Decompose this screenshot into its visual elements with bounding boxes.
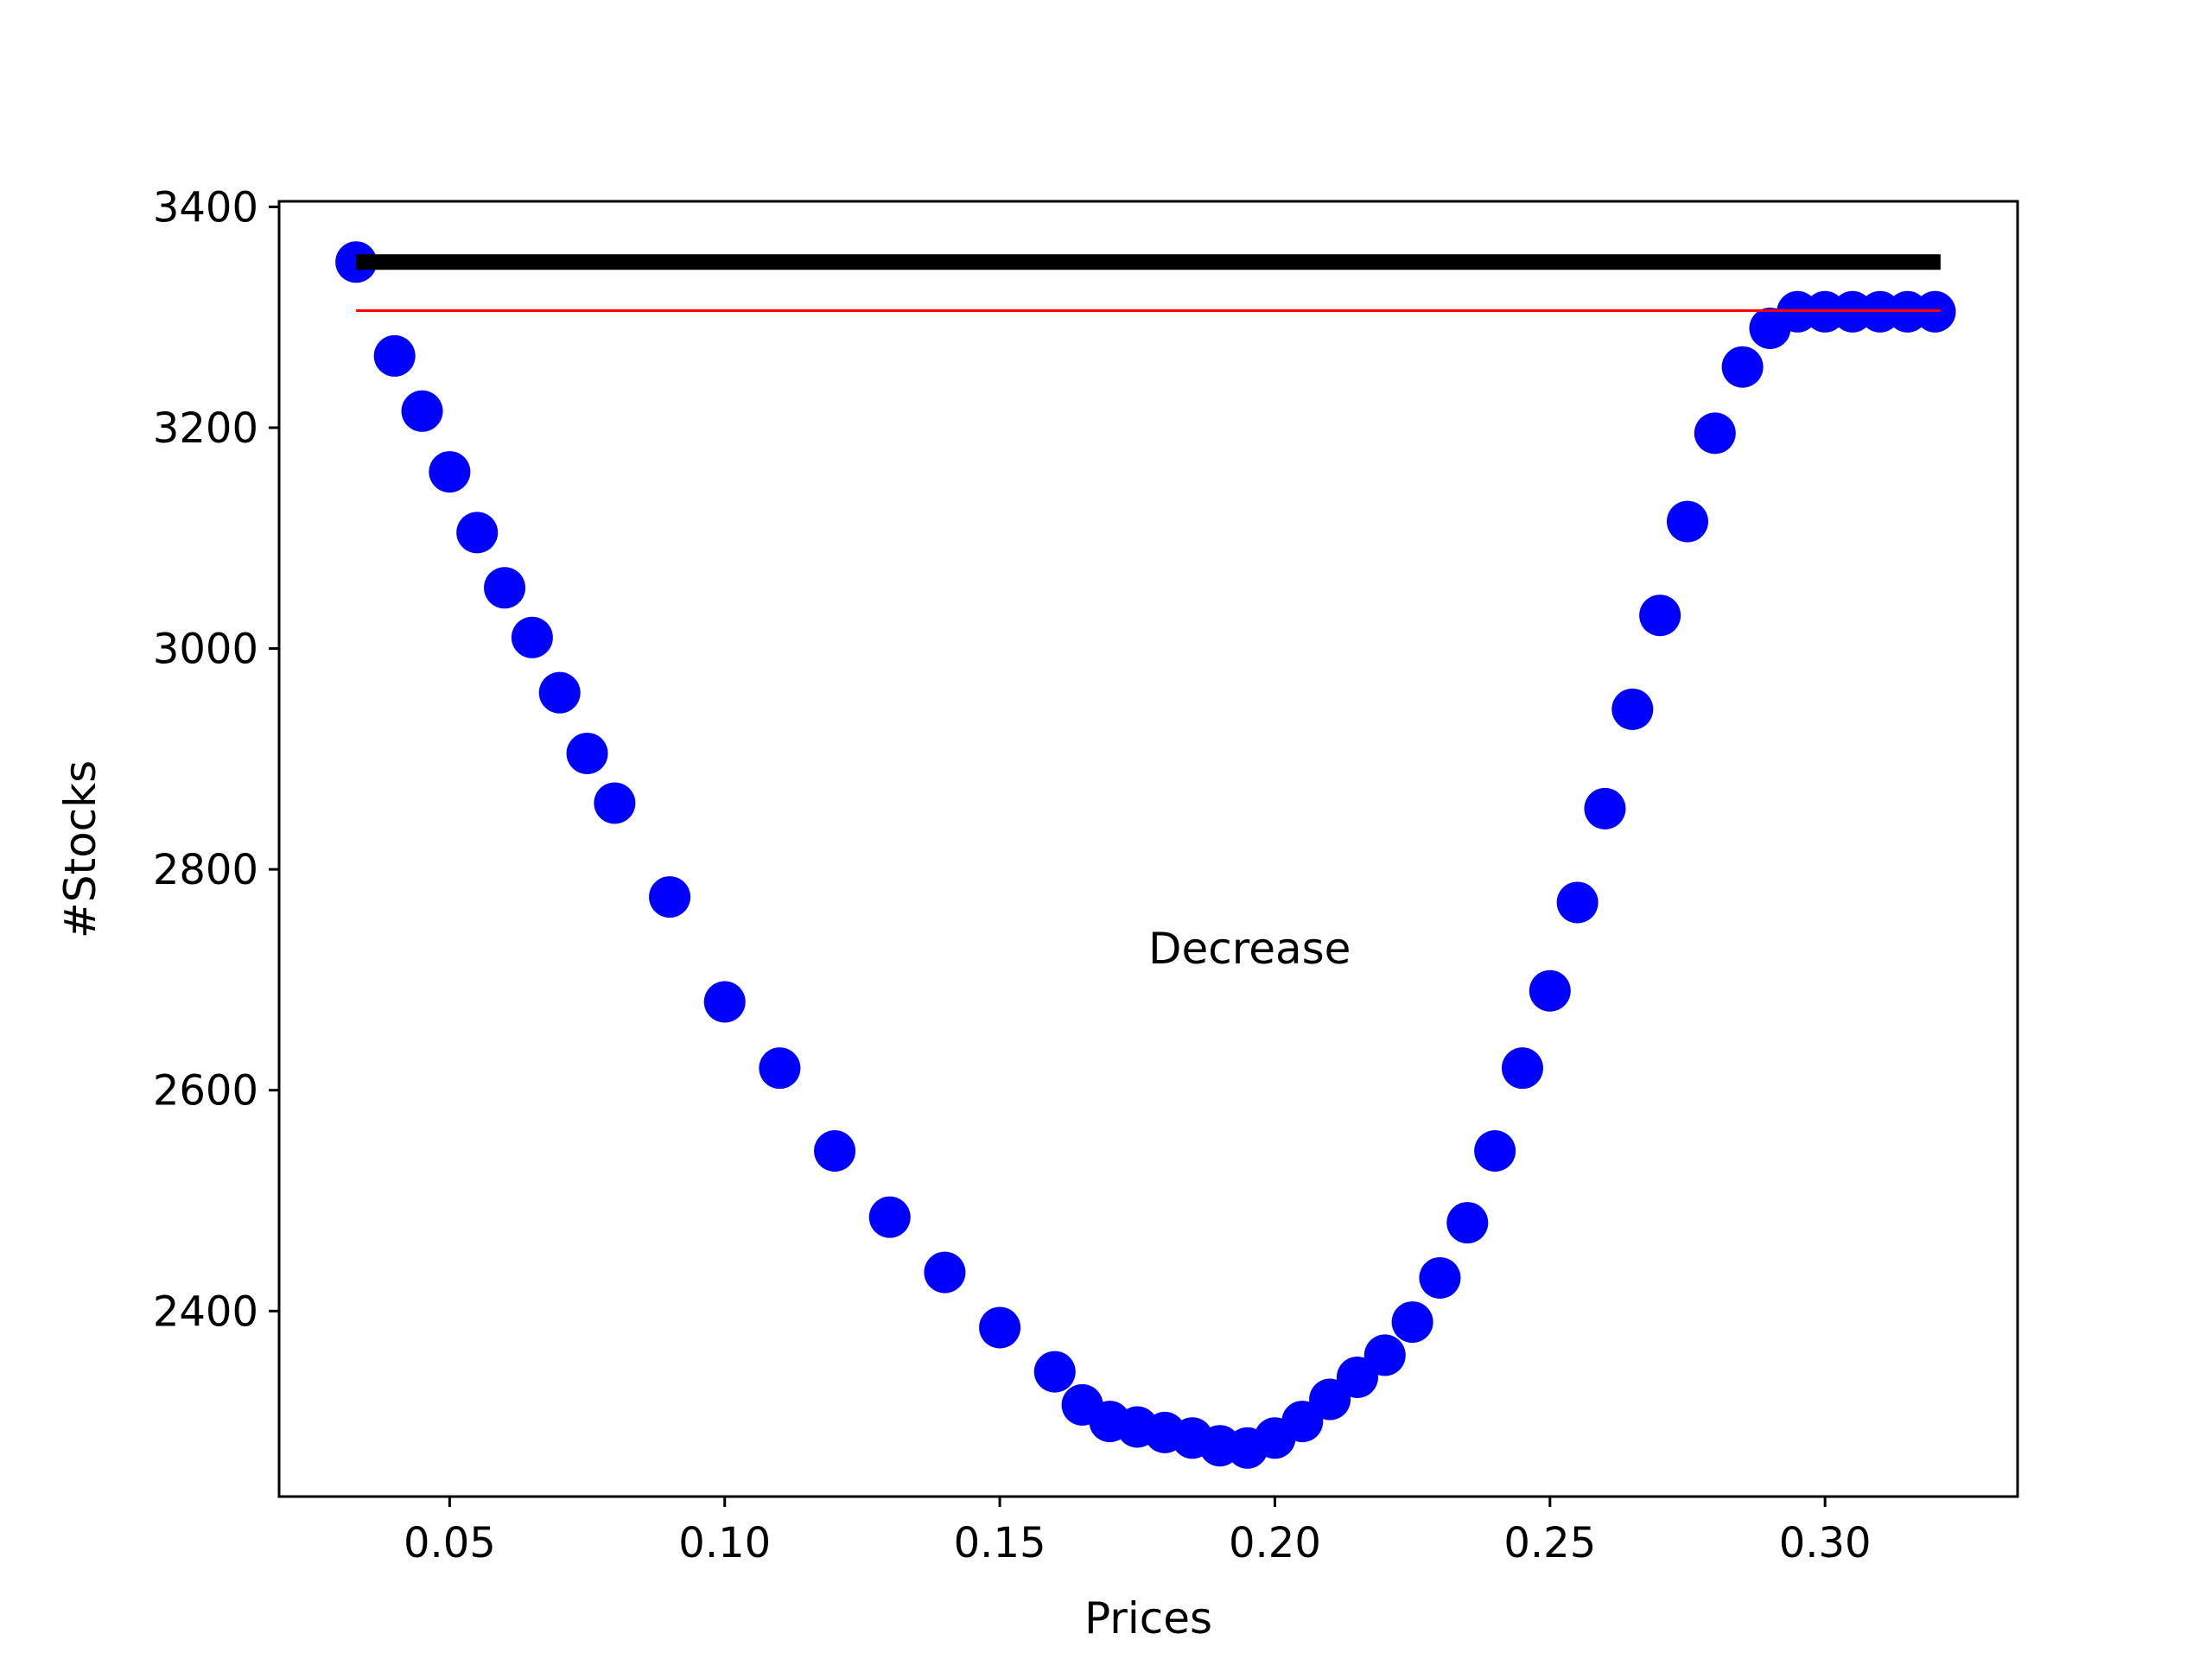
y-axis-ticks: 2400 2600 2800 3000 3200 3400 [153,183,279,1336]
data-point [1529,969,1571,1012]
data-point [1611,688,1654,730]
data-point [1309,1378,1351,1421]
annotation-decrease: Decrease [1148,924,1351,974]
y-tick-label: 3000 [153,626,258,674]
data-point [594,782,636,824]
data-point [1446,1202,1489,1244]
data-point [538,671,581,714]
data-point [703,981,746,1023]
data-point [1474,1130,1516,1173]
data-point [1391,1301,1433,1344]
data-point [1584,787,1626,830]
data-point [1336,1356,1378,1398]
data-point [979,1306,1021,1349]
data-point [1666,500,1708,543]
y-axis-label: #Stocks [55,760,105,938]
x-tick-label: 0.10 [678,1519,771,1567]
data-point [759,1047,801,1090]
y-tick-label: 2800 [153,846,258,894]
x-axis-ticks: 0.05 0.10 0.15 0.20 0.25 0.30 [404,1497,1872,1567]
data-point [566,732,608,774]
y-tick-label: 2400 [153,1287,258,1336]
x-axis-label: Prices [1084,1593,1212,1643]
y-tick-label: 3200 [153,404,258,453]
data-point [373,334,416,377]
data-point [1721,346,1764,388]
x-tick-label: 0.20 [1229,1519,1321,1567]
data-point [484,567,526,609]
data-point [456,512,499,554]
data-point [924,1251,966,1294]
data-point [868,1196,911,1238]
x-tick-label: 0.05 [404,1519,496,1567]
data-point [1639,594,1681,637]
y-tick-label: 2600 [153,1067,258,1116]
data-point [1556,881,1599,924]
data-point [1363,1334,1406,1376]
data-point [429,451,471,493]
data-point [401,390,443,432]
data-point [1281,1401,1324,1443]
data-point [1501,1047,1543,1090]
x-tick-label: 0.15 [954,1519,1046,1567]
x-tick-label: 0.30 [1779,1519,1872,1567]
axes-frame [277,200,2019,1498]
x-tick-label: 0.25 [1503,1519,1596,1567]
y-tick-label: 3400 [153,183,258,232]
data-point [1033,1351,1076,1393]
plot-area [335,241,1956,1469]
data-point [1419,1256,1461,1299]
data-point [511,616,553,658]
data-point [814,1130,856,1173]
data-point [649,876,691,918]
data-point [1694,412,1736,454]
